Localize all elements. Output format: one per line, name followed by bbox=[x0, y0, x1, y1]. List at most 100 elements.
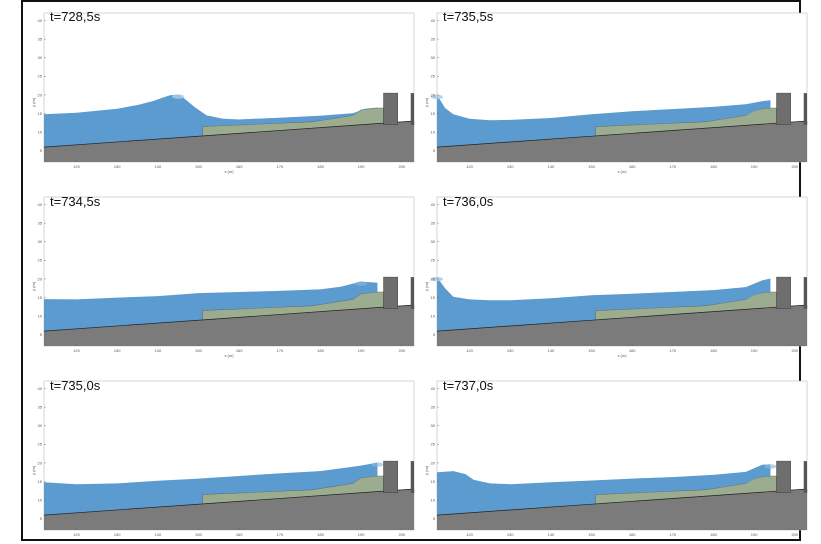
y-tick-label: 20 bbox=[431, 92, 436, 97]
y-tick-label: 10 bbox=[431, 130, 436, 135]
x-tick-label: 180 bbox=[710, 348, 717, 353]
crown-wall bbox=[776, 460, 791, 493]
y-tick-label: 25 bbox=[38, 74, 43, 79]
x-tick-label: 120 bbox=[73, 532, 80, 537]
y-tick-label: 20 bbox=[38, 92, 43, 97]
x-tick-label: 140 bbox=[155, 164, 162, 169]
wall-cap bbox=[803, 277, 807, 309]
wall-cap bbox=[803, 93, 807, 125]
x-tick-label: 170 bbox=[669, 348, 676, 353]
y-tick-label: 5 bbox=[40, 148, 43, 153]
y-tick-label: 35 bbox=[38, 36, 43, 41]
x-tick-label: 140 bbox=[155, 348, 162, 353]
x-tick-label: 130 bbox=[507, 348, 514, 353]
x-tick-label: 190 bbox=[358, 532, 365, 537]
water-over-structure bbox=[239, 462, 378, 493]
y-tick-label: 5 bbox=[40, 332, 43, 337]
x-tick-label: 160 bbox=[629, 348, 636, 353]
panel-3: 120 130 140 150 160 170 180 190 200 5 10 15 20 25 30 35… bbox=[31, 196, 415, 358]
x-tick-label: 200 bbox=[791, 164, 798, 169]
x-tick-label: 200 bbox=[398, 164, 405, 169]
y-axis-label: y (m) bbox=[31, 465, 36, 475]
y-tick-label: 35 bbox=[431, 404, 436, 409]
x-tick-label: 140 bbox=[548, 164, 555, 169]
y-tick-label: 20 bbox=[431, 276, 436, 281]
wall-cap bbox=[410, 461, 414, 493]
x-tick-label: 170 bbox=[276, 348, 283, 353]
structure-base bbox=[776, 124, 807, 162]
seabed bbox=[437, 305, 807, 346]
y-tick-label: 15 bbox=[38, 479, 43, 484]
y-tick-label: 15 bbox=[431, 295, 436, 300]
y-tick-label: 20 bbox=[38, 460, 43, 465]
x-tick-label: 150 bbox=[588, 532, 595, 537]
y-tick-label: 25 bbox=[38, 442, 43, 447]
y-tick-label: 40 bbox=[431, 202, 436, 207]
structure-base bbox=[776, 492, 807, 530]
y-tick-label: 25 bbox=[431, 74, 436, 79]
x-tick-label: 200 bbox=[791, 532, 798, 537]
crown-wall bbox=[776, 92, 791, 125]
x-tick-label: 170 bbox=[276, 532, 283, 537]
y-tick-label: 5 bbox=[433, 332, 436, 337]
x-tick-label: 190 bbox=[358, 164, 365, 169]
x-tick-label: 140 bbox=[155, 532, 162, 537]
x-tick-label: 160 bbox=[236, 348, 243, 353]
time-label-1: t=728,5s bbox=[50, 9, 101, 24]
y-tick-label: 5 bbox=[433, 516, 436, 521]
y-tick-label: 40 bbox=[38, 18, 43, 23]
crown-wall bbox=[383, 92, 398, 125]
seabed bbox=[44, 305, 414, 346]
x-tick-label: 150 bbox=[195, 348, 202, 353]
x-tick-label: 120 bbox=[466, 164, 473, 169]
time-label-2: t=735,5s bbox=[443, 9, 494, 24]
crown-wall bbox=[383, 460, 398, 493]
y-tick-label: 30 bbox=[431, 239, 436, 244]
panel-1: 120 130 140 150 160 170 180 190 200 5 10 15 20 25 30 35… bbox=[31, 12, 415, 174]
x-tick-label: 190 bbox=[751, 164, 758, 169]
y-axis-label: y (m) bbox=[31, 281, 36, 291]
bed-line bbox=[436, 304, 808, 332]
y-tick-label: 10 bbox=[431, 498, 436, 503]
y-tick-label: 15 bbox=[431, 479, 436, 484]
y-tick-label: 10 bbox=[38, 130, 43, 135]
y-tick-label: 40 bbox=[431, 18, 436, 23]
x-axis-label: x (m) bbox=[224, 169, 234, 174]
crown-wall bbox=[776, 276, 791, 309]
time-label-6: t=737,0s bbox=[443, 378, 494, 393]
y-axis-label: y (m) bbox=[424, 465, 429, 475]
x-tick-label: 180 bbox=[710, 164, 717, 169]
foam-patch bbox=[172, 94, 185, 99]
seabed bbox=[437, 489, 807, 530]
y-tick-label: 40 bbox=[431, 386, 436, 391]
y-tick-label: 15 bbox=[38, 111, 43, 116]
structure-base bbox=[383, 492, 414, 530]
structure-base bbox=[383, 308, 414, 346]
y-tick-label: 40 bbox=[38, 386, 43, 391]
x-tick-label: 150 bbox=[195, 532, 202, 537]
time-label-3: t=734,5s bbox=[50, 194, 101, 209]
x-tick-label: 130 bbox=[114, 164, 121, 169]
x-axis-label: x (m) bbox=[617, 353, 627, 358]
panel-6: 120 130 140 150 160 170 180 190 200 5 10 15 20 25 30 35… bbox=[424, 380, 808, 537]
x-tick-label: 170 bbox=[276, 164, 283, 169]
wall-cap bbox=[803, 461, 807, 493]
x-tick-label: 160 bbox=[629, 532, 636, 537]
x-tick-label: 120 bbox=[73, 164, 80, 169]
y-axis-label: y (m) bbox=[424, 281, 429, 291]
x-tick-label: 200 bbox=[398, 532, 405, 537]
water-over-structure bbox=[206, 107, 378, 127]
y-tick-label: 25 bbox=[38, 258, 43, 263]
y-tick-label: 30 bbox=[38, 55, 43, 60]
x-tick-label: 180 bbox=[317, 532, 324, 537]
y-tick-label: 40 bbox=[38, 202, 43, 207]
y-tick-label: 35 bbox=[38, 220, 43, 225]
foam-patch bbox=[431, 94, 443, 100]
structure-base bbox=[383, 124, 414, 162]
x-tick-label: 160 bbox=[629, 164, 636, 169]
x-tick-label: 170 bbox=[669, 164, 676, 169]
y-tick-label: 10 bbox=[38, 498, 43, 503]
x-tick-label: 170 bbox=[669, 532, 676, 537]
x-axis-label: x (m) bbox=[617, 169, 627, 174]
